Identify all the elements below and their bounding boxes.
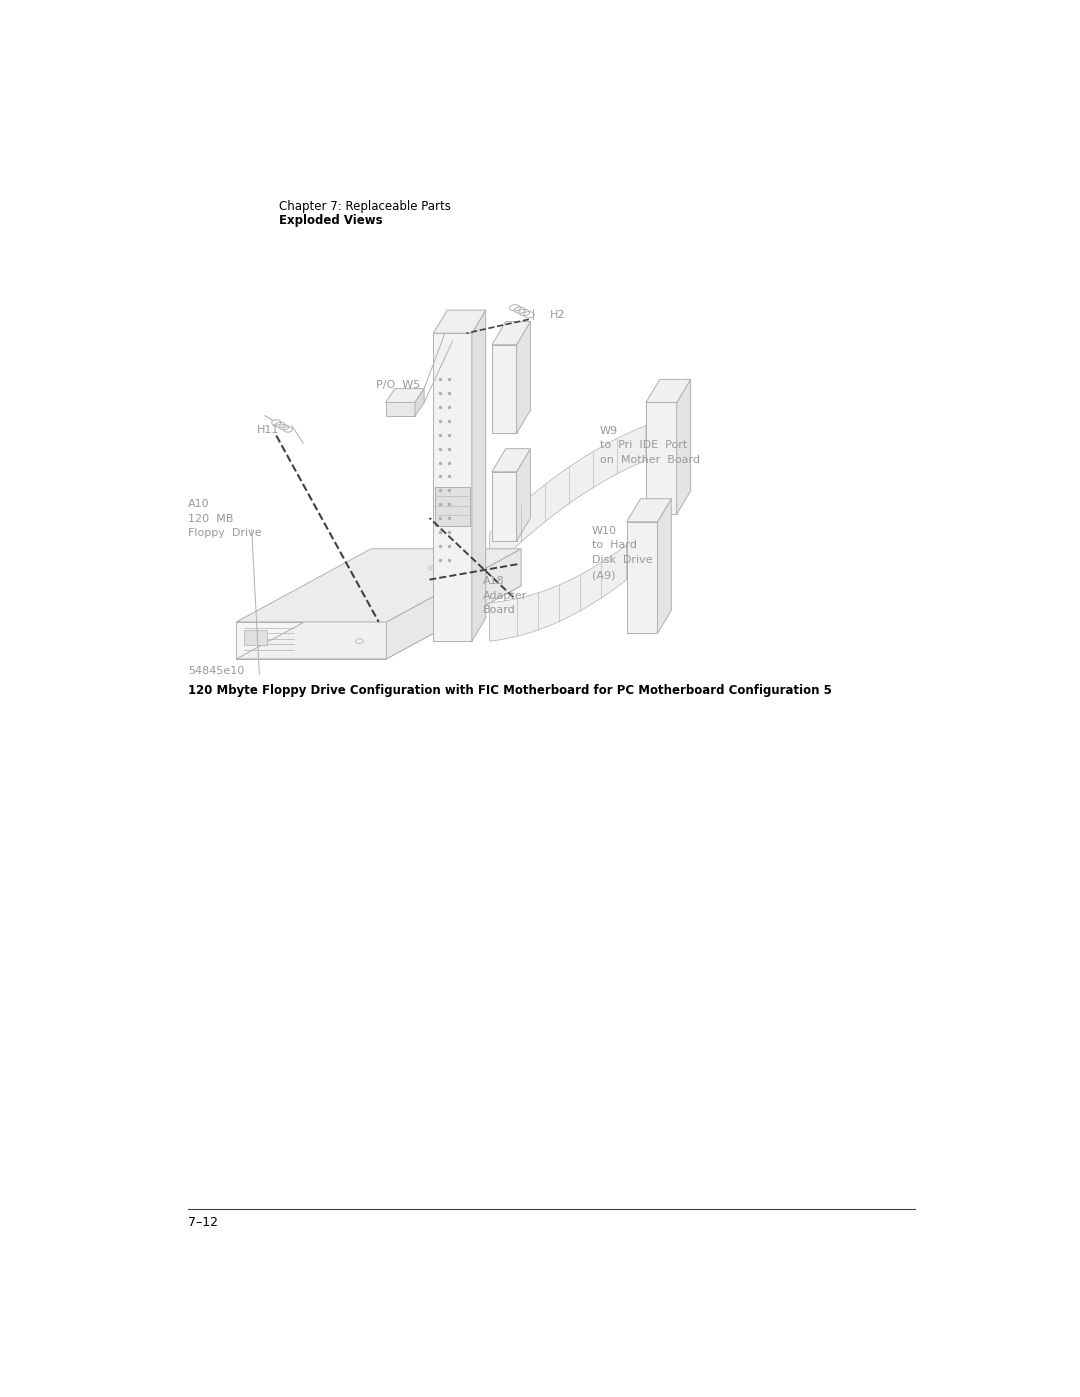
Polygon shape [626,522,658,633]
Text: Chapter 7: Replaceable Parts: Chapter 7: Replaceable Parts [279,200,450,212]
Polygon shape [433,334,472,641]
Polygon shape [387,549,522,659]
Text: A18
Adapter
Board: A18 Adapter Board [483,576,527,615]
Polygon shape [415,388,424,416]
Polygon shape [677,380,690,514]
Polygon shape [658,499,672,633]
Polygon shape [516,321,530,433]
Text: Exploded Views: Exploded Views [279,214,382,226]
Polygon shape [244,630,267,645]
Polygon shape [237,585,522,659]
Text: H2: H2 [550,310,565,320]
Text: 120 Mbyte Floppy Drive Configuration with FIC Motherboard for PC Motherboard Con: 120 Mbyte Floppy Drive Configuration wit… [188,683,832,697]
Polygon shape [491,345,516,433]
Polygon shape [435,488,471,525]
Text: 7–12: 7–12 [188,1217,218,1229]
Text: 54845e10: 54845e10 [188,666,244,676]
Polygon shape [386,388,424,402]
Text: P/O  W5: P/O W5 [377,380,420,390]
Polygon shape [433,310,486,334]
Text: H11: H11 [257,425,280,436]
Polygon shape [491,321,530,345]
Polygon shape [491,472,516,541]
Polygon shape [237,622,387,659]
Polygon shape [386,402,415,416]
Text: W9
to  Pri  IDE  Port
on  Mother  Board: W9 to Pri IDE Port on Mother Board [599,426,700,465]
Polygon shape [516,448,530,541]
Polygon shape [646,380,690,402]
Text: A10
120  MB
Floppy  Drive: A10 120 MB Floppy Drive [188,499,261,538]
Polygon shape [489,426,646,571]
Polygon shape [489,545,626,641]
Polygon shape [646,402,677,514]
Polygon shape [237,549,522,622]
Polygon shape [626,499,672,522]
Polygon shape [491,448,530,472]
Text: W10
to  Hard
Disk  Drive
(A9): W10 to Hard Disk Drive (A9) [592,525,652,580]
Polygon shape [472,310,486,641]
